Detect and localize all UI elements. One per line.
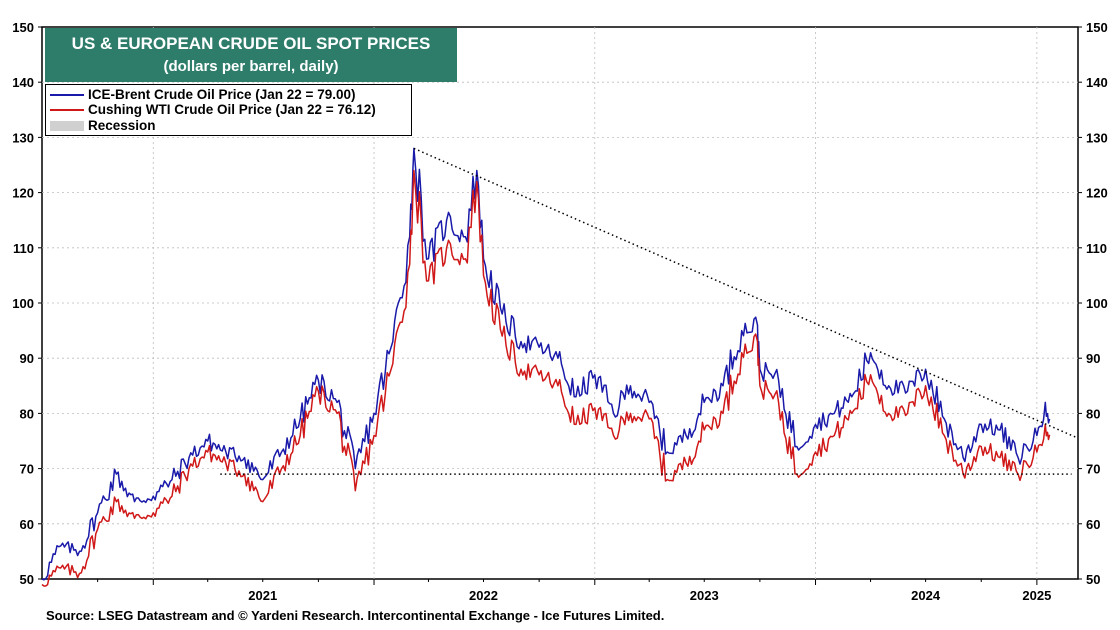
- x-tick-label-2023: 2023: [690, 588, 719, 603]
- legend-item-brent: ICE-Brent Crude Oil Price (Jan 22 = 79.0…: [50, 87, 355, 103]
- x-tick-label-2025: 2025: [1022, 588, 1051, 603]
- y-tick-label-right-90: 90: [1086, 351, 1100, 366]
- legend-item-wti: Cushing WTI Crude Oil Price (Jan 22 = 76…: [50, 102, 376, 118]
- y-tick-label-right-80: 80: [1086, 406, 1100, 421]
- chart-title: US & EUROPEAN CRUDE OIL SPOT PRICES: [71, 34, 431, 53]
- y-tick-label-right-110: 110: [1086, 241, 1107, 256]
- y-tick-label-left-110: 110: [13, 241, 34, 256]
- y-tick-label-right-60: 60: [1086, 517, 1100, 532]
- series-line-wti: [41, 169, 1051, 587]
- legend-label-recession: Recession: [88, 118, 156, 133]
- y-tick-label-left-50: 50: [20, 572, 34, 587]
- x-tick-label-2024: 2024: [911, 588, 941, 603]
- legend-swatch-recession: [50, 121, 84, 132]
- legend-swatch-wti: [50, 109, 84, 112]
- y-tick-label-right-50: 50: [1086, 572, 1100, 587]
- series-line-brent: [41, 147, 1051, 581]
- y-tick-label-right-130: 130: [1086, 130, 1108, 145]
- source-note: Source: LSEG Datastream and © Yardeni Re…: [46, 608, 665, 623]
- y-tick-label-left-70: 70: [20, 462, 34, 477]
- legend-swatch-brent: [50, 94, 84, 97]
- trendline-resistance: [413, 147, 1078, 439]
- chart-legend: ICE-Brent Crude Oil Price (Jan 22 = 79.0…: [45, 84, 412, 136]
- legend-label-wti: Cushing WTI Crude Oil Price (Jan 22 = 76…: [88, 102, 376, 117]
- y-tick-label-left-120: 120: [12, 186, 34, 201]
- legend-label-brent: ICE-Brent Crude Oil Price (Jan 22 = 79.0…: [88, 87, 356, 102]
- y-tick-label-left-130: 130: [12, 130, 34, 145]
- y-tick-label-right-140: 140: [1086, 75, 1108, 90]
- chart-title-box: US & EUROPEAN CRUDE OIL SPOT PRICES (dol…: [45, 28, 457, 82]
- y-tick-label-right-70: 70: [1086, 462, 1100, 477]
- y-tick-label-left-100: 100: [12, 296, 34, 311]
- y-tick-label-left-140: 140: [12, 75, 34, 90]
- legend-item-recession: Recession: [50, 118, 156, 134]
- y-tick-label-left-150: 150: [12, 20, 34, 35]
- y-tick-label-right-100: 100: [1086, 296, 1108, 311]
- y-tick-label-left-90: 90: [20, 351, 34, 366]
- y-tick-label-right-120: 120: [1086, 186, 1108, 201]
- x-tick-label-2021: 2021: [248, 588, 277, 603]
- y-tick-label-right-150: 150: [1086, 20, 1108, 35]
- y-tick-label-left-80: 80: [20, 406, 34, 421]
- y-tick-label-left-60: 60: [20, 517, 34, 532]
- chart-subtitle: (dollars per barrel, daily): [163, 58, 339, 75]
- x-tick-label-2022: 2022: [469, 588, 498, 603]
